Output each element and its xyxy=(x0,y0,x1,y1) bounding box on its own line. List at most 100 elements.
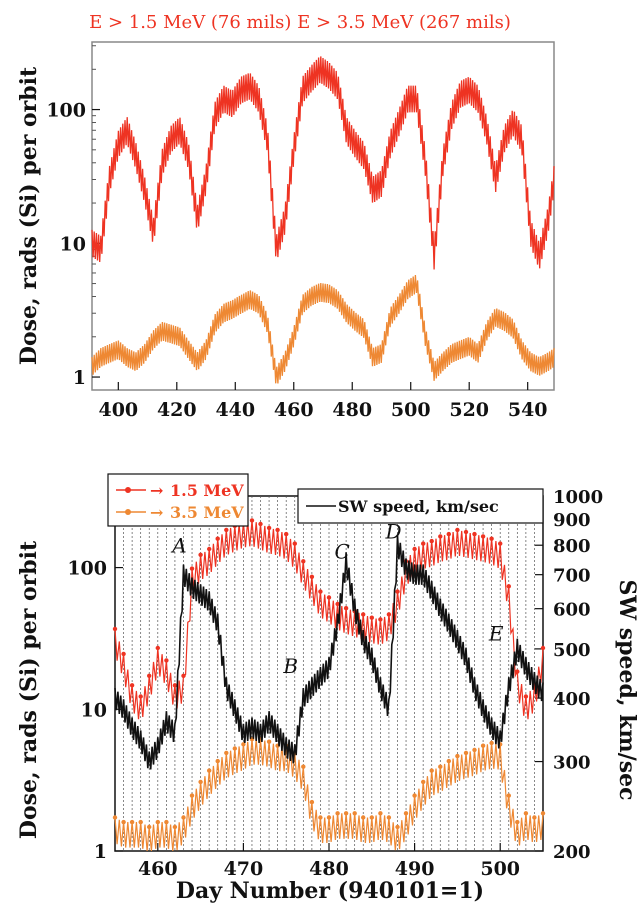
bottom-series-marker-0 xyxy=(446,531,451,537)
bottom-series-marker-0 xyxy=(369,615,374,620)
bottom-series-marker-0 xyxy=(421,541,426,546)
legend-3p5-label: 3.5 MeV xyxy=(170,503,244,522)
bottom-series-marker-1 xyxy=(438,764,443,769)
bottom-x-axis-label: Day Number (940101=1) xyxy=(176,878,484,904)
bottom-series-marker-0 xyxy=(207,546,212,552)
bottom-series-marker-0 xyxy=(155,645,160,651)
bottom-series-marker-0 xyxy=(189,566,195,571)
top-x-tick-label: 520 xyxy=(449,399,489,421)
bottom-y2-tick-label: 200 xyxy=(553,842,591,863)
bottom-y-tick-label: 10 xyxy=(81,699,107,721)
bottom-series-marker-1 xyxy=(352,811,357,816)
legend-dose: → 1.5 MeV → 3.5 MeV xyxy=(107,473,249,527)
bottom-series-marker-1 xyxy=(224,750,229,756)
bottom-series-marker-1 xyxy=(395,824,400,830)
bottom-series-marker-0 xyxy=(172,683,178,688)
bottom-series-marker-1 xyxy=(147,824,152,830)
bottom-series-marker-0 xyxy=(498,541,503,546)
bottom-annotation-label: D xyxy=(384,519,401,543)
bottom-series-marker-0 xyxy=(147,673,152,678)
bottom-series-marker-0 xyxy=(301,559,306,564)
bottom-series-marker-0 xyxy=(215,536,220,541)
bottom-series-marker-0 xyxy=(275,527,280,533)
bottom-series-marker-0 xyxy=(284,531,289,537)
bottom-series-marker-0 xyxy=(463,529,469,535)
bottom-series-marker-1 xyxy=(369,815,374,820)
bottom-series-marker-0 xyxy=(343,606,349,611)
bottom-series-marker-0 xyxy=(429,538,434,544)
bottom-series-marker-1 xyxy=(164,819,169,825)
bottom-series-marker-1 xyxy=(455,753,460,759)
bottom-annotation-label: E xyxy=(488,622,504,646)
bottom-series-marker-1 xyxy=(412,793,417,798)
legend-dose-box xyxy=(107,473,249,527)
bottom-y2-tick-label: 700 xyxy=(553,566,591,587)
bottom-series-marker-0 xyxy=(523,694,529,699)
bottom-y2-tick-label: 800 xyxy=(553,536,591,557)
bottom-series-marker-1 xyxy=(463,750,469,756)
bottom-y2-tick-label: 900 xyxy=(553,510,591,531)
top-series xyxy=(91,56,555,384)
bottom-series-marker-1 xyxy=(343,811,349,816)
bottom-series-marker-1 xyxy=(523,811,529,816)
bottom-series-marker-0 xyxy=(438,534,443,539)
top-series-line-1 xyxy=(91,274,555,384)
legend-sw-label: SW speed, km/sec xyxy=(338,497,499,516)
top-x-tick-label: 540 xyxy=(508,399,548,421)
bottom-series-marker-1 xyxy=(378,811,383,816)
top-y-tick-label: 100 xyxy=(46,100,86,122)
bottom-annotations: A B C D E xyxy=(170,519,504,678)
bottom-series-marker-1 xyxy=(266,739,272,744)
legend-1p5-marker xyxy=(125,487,131,493)
bottom-series-marker-1 xyxy=(129,819,135,825)
bottom-series-marker-1 xyxy=(506,793,511,798)
bottom-series-marker-0 xyxy=(480,534,486,539)
top-x-tick-label: 400 xyxy=(98,399,138,421)
bottom-x-tick-label: 490 xyxy=(395,858,435,880)
legend-1p5-label: 1.5 MeV xyxy=(170,481,244,500)
legend-sw: SW speed, km/sec xyxy=(297,488,544,524)
bottom-annotation-label: B xyxy=(282,654,298,678)
top-x-tick-label: 480 xyxy=(332,399,372,421)
bottom-series-marker-1 xyxy=(335,811,340,816)
top-y-tick-label: 10 xyxy=(60,233,86,255)
bottom-x-tick-label: 500 xyxy=(480,858,520,880)
top-y-tick-label: 1 xyxy=(73,367,86,389)
bottom-x-tick-label: 480 xyxy=(309,858,349,880)
bottom-series-marker-0 xyxy=(112,626,118,632)
bottom-series-marker-0 xyxy=(540,645,546,651)
bottom-annotation-label: C xyxy=(334,539,349,563)
bottom-chart: Dose, rads (Si) per orbit SW speed, km/s… xyxy=(16,473,640,904)
bottom-series-marker-0 xyxy=(258,521,263,527)
bottom-series-marker-0 xyxy=(386,612,392,617)
bottom-series-marker-1 xyxy=(198,779,203,785)
bottom-series-marker-1 xyxy=(121,819,126,825)
bottom-series-marker-0 xyxy=(181,673,186,678)
bottom-series-marker-0 xyxy=(292,541,297,546)
bottom-series-marker-0 xyxy=(378,617,383,622)
bottom-series-marker-1 xyxy=(472,747,477,753)
bottom-y2-tick-label: 600 xyxy=(553,600,591,621)
bottom-series-marker-1 xyxy=(446,758,451,764)
bottom-series-marker-1 xyxy=(138,819,143,825)
legend-3p5-arrow: → xyxy=(150,503,163,522)
bottom-y2-tick-label: 500 xyxy=(553,640,591,661)
bottom-series-marker-0 xyxy=(326,595,332,600)
bottom-series-marker-1 xyxy=(172,824,178,830)
bottom-x-tick-label: 470 xyxy=(224,858,264,880)
bottom-series-marker-1 xyxy=(232,746,237,751)
bottom-x-tick-label: 460 xyxy=(138,858,178,880)
bottom-series-marker-0 xyxy=(138,694,143,699)
bottom-series-marker-1 xyxy=(155,819,160,825)
bottom-series-marker-1 xyxy=(326,815,332,820)
bottom-series-marker-0 xyxy=(318,589,323,594)
bottom-y-ticks: 1 10 100 xyxy=(67,558,123,863)
bottom-series-marker-1 xyxy=(241,742,246,747)
bottom-series-marker-1 xyxy=(480,743,486,748)
bottom-series-marker-0 xyxy=(309,574,315,579)
bottom-series xyxy=(112,518,546,852)
top-x-tick-label: 460 xyxy=(274,399,314,421)
top-y-axis-label: Dose, rads (Si) per orbit xyxy=(16,66,42,365)
bottom-series-marker-1 xyxy=(515,819,520,825)
bottom-series-marker-1 xyxy=(215,758,220,764)
